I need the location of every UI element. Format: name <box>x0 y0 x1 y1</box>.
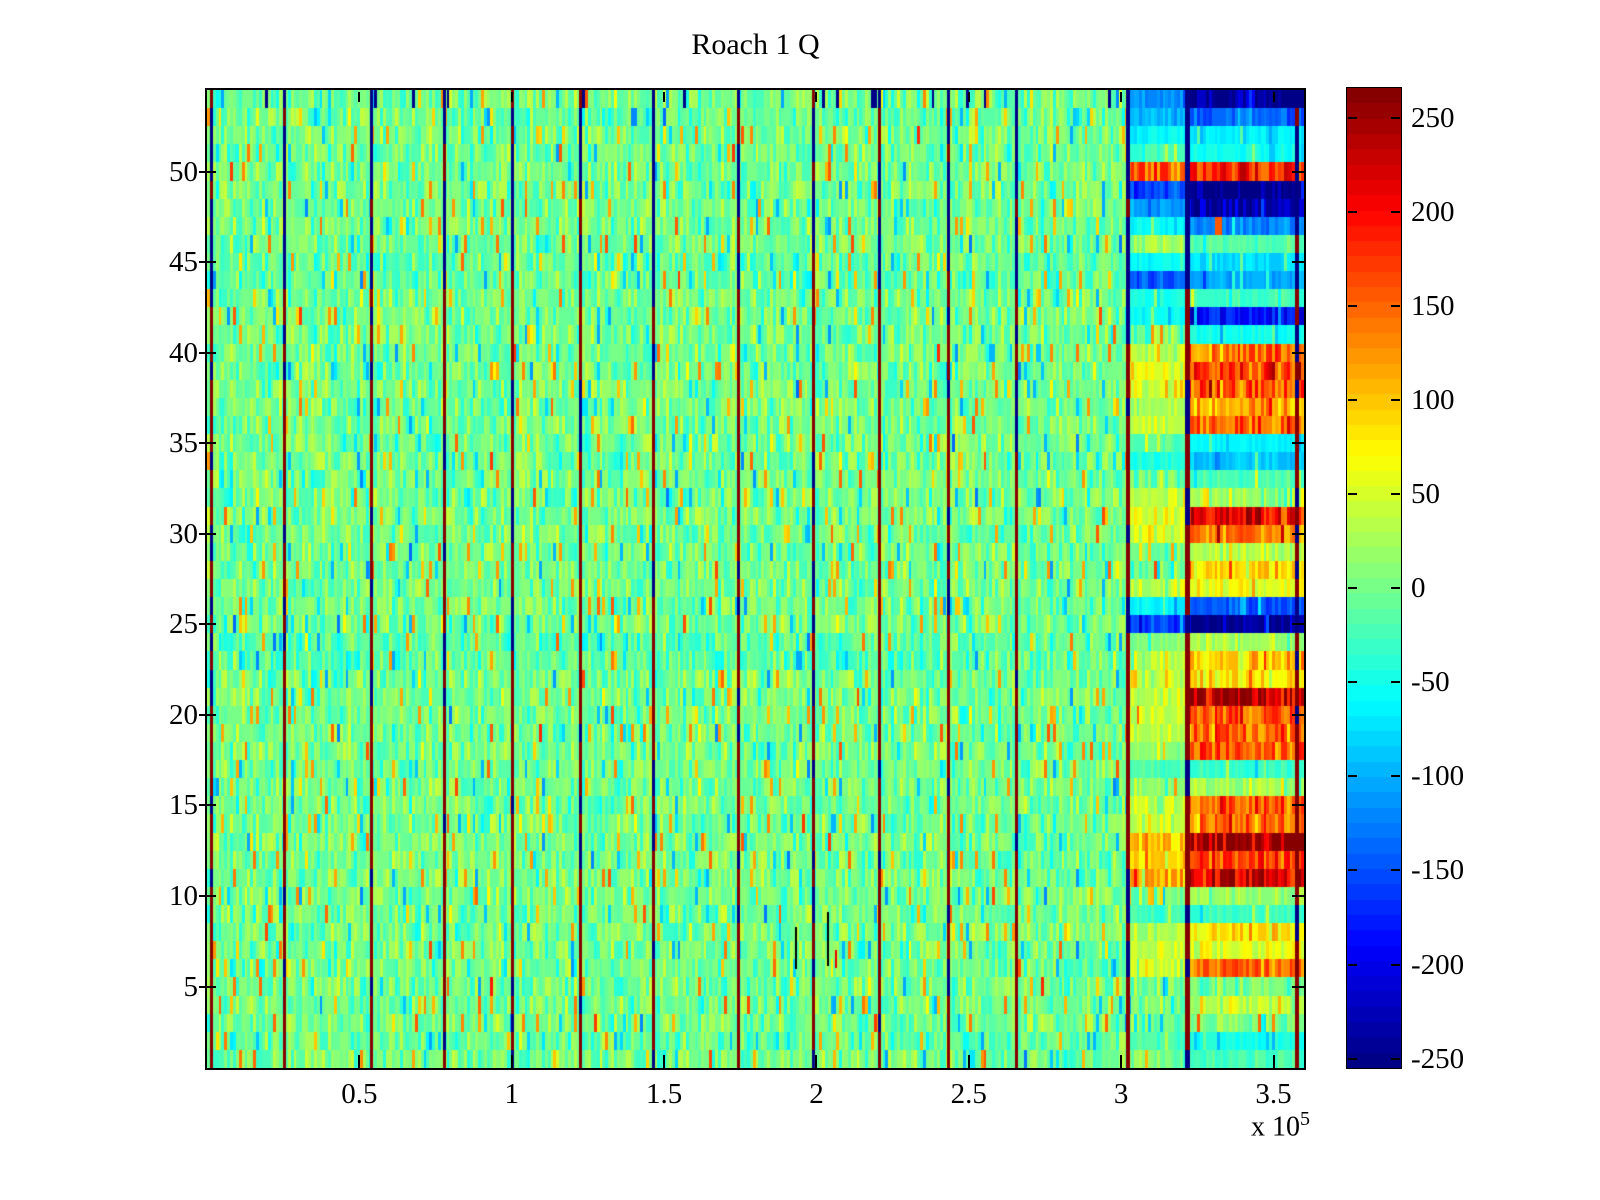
y-tick-mark <box>199 713 216 716</box>
y-tick-mark-right <box>1292 351 1304 354</box>
colorbar-tick-label: -50 <box>1411 666 1450 699</box>
x-tick-label: 2 <box>809 1078 824 1110</box>
y-tick-mark <box>199 261 216 264</box>
y-tick-mark-right <box>1292 713 1304 716</box>
colorbar-tick-label: 250 <box>1411 102 1455 135</box>
x-tick-mark <box>815 1055 818 1068</box>
x-tick-mark-top <box>510 92 513 102</box>
x-tick-mark-top <box>967 92 970 102</box>
x-tick-mark-top <box>663 92 666 102</box>
x-tick-label: 1 <box>504 1078 519 1110</box>
x-tick-label: 3.5 <box>1255 1078 1292 1110</box>
y-tick-label: 40 <box>169 336 198 369</box>
x-tick-mark-top <box>815 92 818 102</box>
colorbar-border <box>1346 87 1402 1069</box>
colorbar-tick-label: 0 <box>1411 572 1426 605</box>
colorbar-tick-mark-left <box>1348 869 1357 872</box>
y-tick-mark <box>199 894 216 897</box>
x-axis-exponent-label: x 105 <box>1251 1102 1310 1144</box>
colorbar-tick-mark-left <box>1348 1057 1357 1060</box>
colorbar-tick-mark-right <box>1391 211 1400 214</box>
y-tick-mark-right <box>1292 261 1304 264</box>
colorbar-tick-mark-right <box>1391 775 1400 778</box>
colorbar-tick-mark-right <box>1391 869 1400 872</box>
colorbar-tick-mark-left <box>1348 117 1357 120</box>
y-tick-label: 35 <box>169 427 198 460</box>
colorbar-tick-mark-right <box>1391 305 1400 308</box>
colorbar-tick-mark-left <box>1348 775 1357 778</box>
x-axis-exponent-power: 5 <box>1300 1108 1310 1130</box>
y-tick-label: 30 <box>169 517 198 550</box>
colorbar-tick-mark-left <box>1348 305 1357 308</box>
y-tick-mark <box>199 623 216 626</box>
heatmap-image <box>207 90 1304 1068</box>
colorbar-tick-mark-right <box>1391 1057 1400 1060</box>
x-tick-mark <box>358 1055 361 1068</box>
x-tick-mark-top <box>1120 92 1123 102</box>
x-tick-label: 0.5 <box>341 1078 378 1110</box>
colorbar-tick-label: 50 <box>1411 478 1440 511</box>
colorbar-tick-mark-right <box>1391 117 1400 120</box>
colorbar-tick-mark-left <box>1348 963 1357 966</box>
y-tick-mark <box>199 442 216 445</box>
y-tick-label: 50 <box>169 155 198 188</box>
colorbar-image <box>1347 88 1401 1068</box>
x-tick-label: 3 <box>1113 1078 1129 1110</box>
x-tick-mark <box>967 1055 970 1068</box>
colorbar-tick-mark-left <box>1348 211 1357 214</box>
y-tick-label: 45 <box>169 246 198 279</box>
colorbar-tick-label: -150 <box>1411 854 1465 887</box>
y-tick-mark-right <box>1292 804 1304 807</box>
y-tick-mark <box>199 351 216 354</box>
y-tick-label: 25 <box>169 608 198 641</box>
y-tick-label: 10 <box>169 879 198 912</box>
x-tick-mark <box>1120 1055 1123 1068</box>
x-tick-label: 1.5 <box>645 1078 683 1110</box>
colorbar-tick-label: -100 <box>1411 760 1465 793</box>
colorbar-tick-label: 200 <box>1411 196 1455 229</box>
plot-area-border <box>205 88 1306 1070</box>
x-axis-exponent-base: x 10 <box>1251 1111 1300 1143</box>
x-tick-mark-top <box>358 92 361 102</box>
y-tick-mark-right <box>1292 623 1304 626</box>
y-tick-mark <box>199 985 216 988</box>
colorbar-tick-label: -200 <box>1411 948 1465 981</box>
y-tick-mark <box>199 170 216 173</box>
y-tick-mark-right <box>1292 170 1304 173</box>
y-tick-mark-right <box>1292 985 1304 988</box>
x-tick-mark <box>1272 1055 1275 1068</box>
x-tick-mark-top <box>1272 92 1275 102</box>
colorbar-tick-mark-right <box>1391 493 1400 496</box>
colorbar-tick-mark-left <box>1348 681 1357 684</box>
y-tick-label: 5 <box>183 970 199 1003</box>
colorbar-tick-label: 150 <box>1411 290 1455 323</box>
y-tick-mark <box>199 804 216 807</box>
y-tick-label: 15 <box>169 789 198 822</box>
chart-title: Roach 1 Q <box>691 28 820 61</box>
y-tick-mark-right <box>1292 894 1304 897</box>
colorbar-tick-mark-right <box>1391 963 1400 966</box>
colorbar-tick-mark-left <box>1348 493 1357 496</box>
x-tick-mark <box>663 1055 666 1068</box>
colorbar-tick-mark-left <box>1348 587 1357 590</box>
colorbar-tick-mark-right <box>1391 681 1400 684</box>
y-tick-mark <box>199 532 216 535</box>
y-tick-label: 20 <box>169 698 198 731</box>
x-tick-label: 2.5 <box>950 1078 987 1110</box>
x-tick-mark <box>510 1055 513 1068</box>
colorbar-tick-mark-right <box>1391 587 1400 590</box>
colorbar-tick-label: 100 <box>1411 384 1455 417</box>
y-tick-mark-right <box>1292 442 1304 445</box>
colorbar-tick-mark-right <box>1391 399 1400 402</box>
colorbar-tick-label: -250 <box>1411 1042 1465 1075</box>
y-tick-mark-right <box>1292 532 1304 535</box>
colorbar-tick-mark-left <box>1348 399 1357 402</box>
